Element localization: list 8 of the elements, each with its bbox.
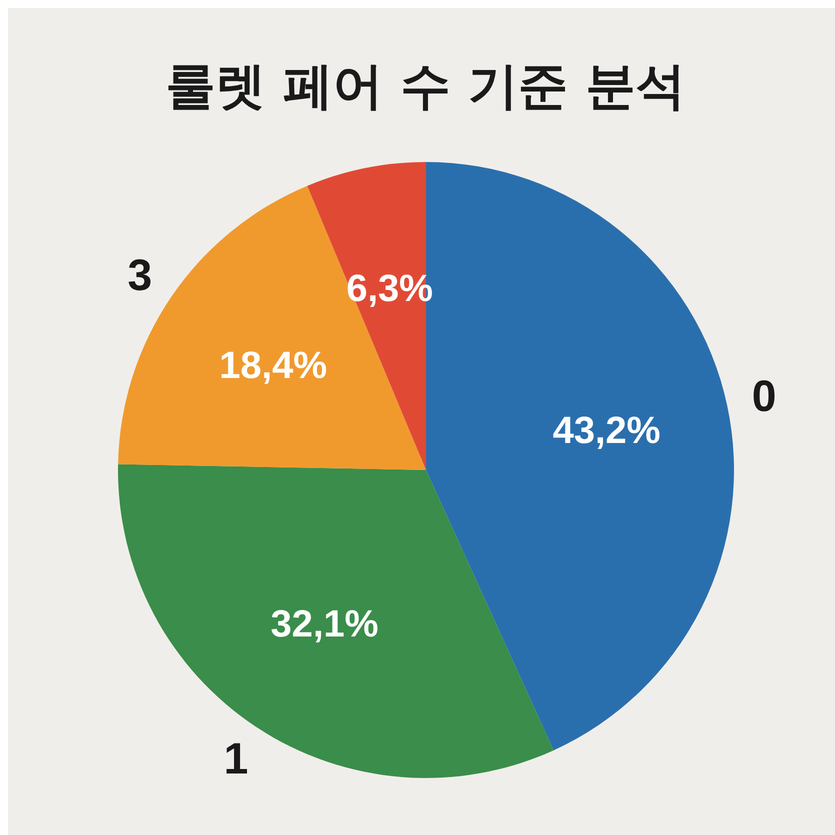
data-label: 43,2%: [552, 410, 660, 452]
chart-title: 룰렛 페어 수 기준 분석: [166, 57, 686, 115]
pie-slice: [118, 464, 554, 778]
data-label: 32,1%: [270, 603, 378, 646]
slice-label: 0: [752, 372, 776, 422]
slice-label: 1: [224, 734, 248, 784]
data-label: 18,4%: [219, 345, 328, 388]
slice-label: 3: [128, 251, 152, 300]
